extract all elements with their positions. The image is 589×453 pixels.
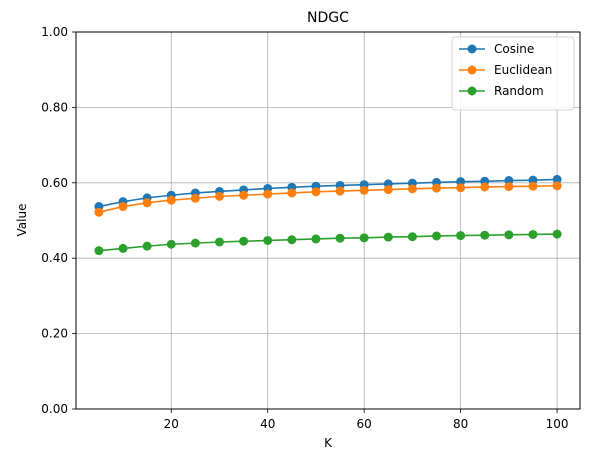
data-point <box>118 202 128 212</box>
series-random <box>94 229 562 256</box>
x-tick-label: 20 <box>164 417 179 431</box>
data-point <box>359 233 369 243</box>
series-euclidean <box>94 181 562 217</box>
data-point <box>432 231 442 241</box>
data-point <box>552 181 562 191</box>
data-point <box>94 246 104 256</box>
data-point <box>94 207 104 217</box>
data-point <box>311 234 321 244</box>
y-tick-label: 0.80 <box>41 100 68 114</box>
data-point <box>383 185 393 195</box>
data-point <box>263 235 273 245</box>
data-point <box>287 188 297 198</box>
x-axis-label: K <box>324 436 333 450</box>
data-point <box>239 190 249 200</box>
data-point <box>480 182 490 192</box>
data-point <box>142 198 152 208</box>
data-point <box>335 233 345 243</box>
data-point <box>383 232 393 242</box>
data-point <box>311 187 321 197</box>
legend-marker <box>467 65 477 75</box>
chart-title: NDGC <box>307 10 349 26</box>
data-point <box>359 185 369 195</box>
x-tick-label: 40 <box>260 417 275 431</box>
y-tick-label: 0.60 <box>41 176 68 190</box>
x-tick-label: 60 <box>357 417 372 431</box>
data-point <box>190 238 200 248</box>
data-point <box>407 232 417 242</box>
legend-marker <box>467 44 477 54</box>
x-tick-label: 100 <box>546 417 569 431</box>
legend-item: Random <box>459 84 544 98</box>
data-point <box>407 184 417 194</box>
legend-label: Random <box>494 84 544 98</box>
data-point <box>142 241 152 251</box>
data-point <box>528 229 538 239</box>
legend-item: Cosine <box>459 42 534 56</box>
y-tick-label: 0.20 <box>41 327 68 341</box>
data-point <box>166 195 176 205</box>
data-point <box>552 229 562 239</box>
data-point <box>480 230 490 240</box>
y-axis-label: Value <box>15 204 29 237</box>
x-tick-label: 80 <box>453 417 468 431</box>
legend-marker <box>467 86 477 96</box>
data-point <box>190 193 200 203</box>
data-point <box>214 237 224 247</box>
data-point <box>263 189 273 199</box>
legend-label: Cosine <box>494 42 534 56</box>
axis-ticks: 20 40 60 80 100 0.00 0.20 0.40 0.60 0.80 1.00 <box>41 25 568 431</box>
data-point <box>166 239 176 249</box>
data-point <box>432 183 442 193</box>
data-point <box>239 236 249 246</box>
data-point <box>504 182 514 192</box>
y-tick-label: 0.00 <box>41 402 68 416</box>
data-point <box>287 235 297 245</box>
data-point <box>214 191 224 201</box>
data-point <box>504 230 514 240</box>
legend-label: Euclidean <box>494 63 552 77</box>
data-point <box>456 183 466 193</box>
y-tick-label: 1.00 <box>41 25 68 39</box>
plot-frame <box>75 31 581 410</box>
data-point <box>552 174 562 184</box>
legend: Cosine Euclidean Random <box>451 36 575 111</box>
y-tick-label: 0.40 <box>41 251 68 265</box>
data-point <box>456 231 466 241</box>
data-point <box>528 181 538 191</box>
legend-item: Euclidean <box>459 63 552 77</box>
plot-lines <box>94 174 562 256</box>
data-point <box>118 243 128 253</box>
data-point <box>335 186 345 196</box>
